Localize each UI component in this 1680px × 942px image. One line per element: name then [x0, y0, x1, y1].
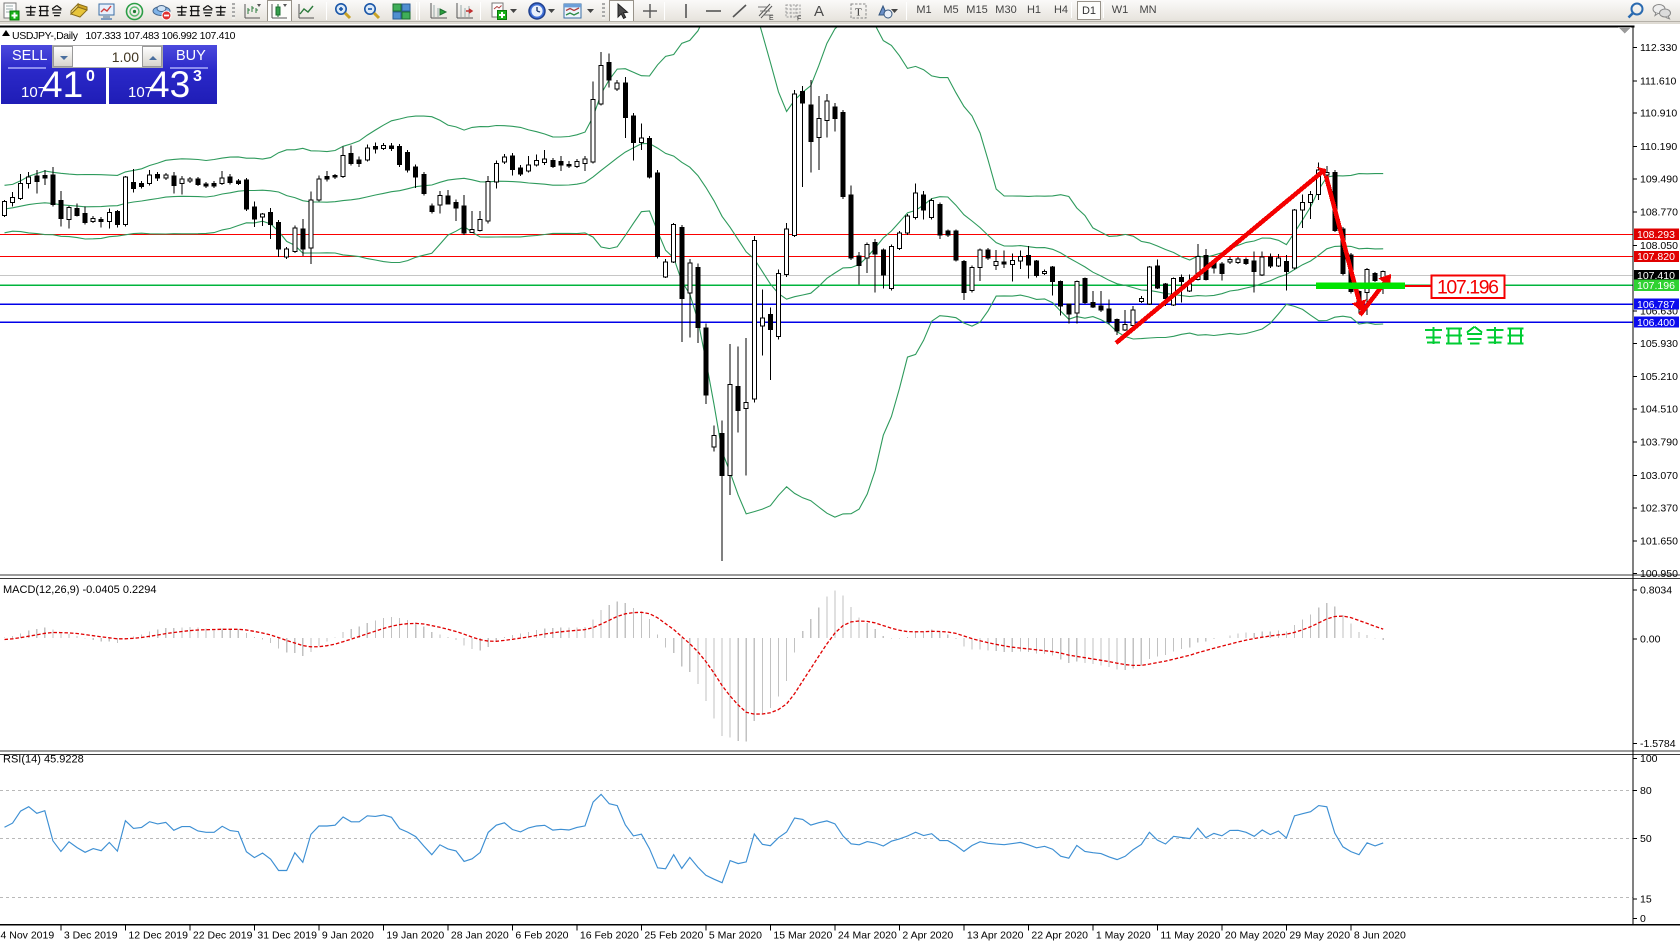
svg-text:-1.5784: -1.5784 — [1640, 738, 1676, 750]
svg-text:RSI(14) 45.9228: RSI(14) 45.9228 — [3, 754, 84, 766]
svg-text:106.787: 106.787 — [1637, 299, 1675, 311]
svg-text:101.650: 101.650 — [1640, 536, 1678, 548]
svg-text:100.950: 100.950 — [1640, 568, 1678, 580]
svg-text:105.930: 105.930 — [1640, 338, 1678, 350]
svg-text:5 Mar 2020: 5 Mar 2020 — [709, 930, 762, 942]
svg-text:3 Dec 2019: 3 Dec 2019 — [64, 930, 118, 942]
svg-text:100: 100 — [1640, 753, 1658, 765]
svg-text:108.050: 108.050 — [1640, 240, 1678, 252]
svg-text:112.330: 112.330 — [1640, 42, 1677, 54]
svg-text:8 Jun 2020: 8 Jun 2020 — [1354, 930, 1406, 942]
svg-text:22 Apr 2020: 22 Apr 2020 — [1031, 930, 1088, 942]
svg-text:13 Apr 2020: 13 Apr 2020 — [967, 930, 1024, 942]
svg-text:1 May 2020: 1 May 2020 — [1096, 930, 1151, 942]
svg-text:16 Feb 2020: 16 Feb 2020 — [580, 930, 639, 942]
svg-text:0.8034: 0.8034 — [1640, 585, 1672, 597]
svg-text:20 May 2020: 20 May 2020 — [1225, 930, 1286, 942]
svg-text:11 May 2020: 11 May 2020 — [1160, 930, 1220, 942]
svg-text:31 Dec 2019: 31 Dec 2019 — [257, 930, 317, 942]
svg-text:108.293: 108.293 — [1637, 229, 1675, 241]
svg-text:28 Jan 2020: 28 Jan 2020 — [451, 930, 509, 942]
svg-text:F: F — [797, 16, 801, 23]
svg-text:108.770: 108.770 — [1640, 207, 1678, 219]
svg-text:9 Jan 2020: 9 Jan 2020 — [322, 930, 374, 942]
svg-text:107.820: 107.820 — [1637, 251, 1675, 263]
svg-text:22 Dec 2019: 22 Dec 2019 — [193, 930, 253, 942]
svg-text:111.610: 111.610 — [1640, 75, 1677, 87]
svg-text:2 Apr 2020: 2 Apr 2020 — [902, 930, 953, 942]
svg-text:102.370: 102.370 — [1640, 502, 1678, 514]
svg-text:110.910: 110.910 — [1640, 108, 1677, 120]
svg-text:107.196: 107.196 — [1437, 277, 1499, 299]
svg-text:103.070: 103.070 — [1640, 470, 1678, 482]
svg-text:4 Nov 2019: 4 Nov 2019 — [1, 930, 55, 942]
svg-text:25 Feb 2020: 25 Feb 2020 — [644, 930, 703, 942]
svg-text:105.210: 105.210 — [1640, 371, 1678, 383]
svg-text:24 Mar 2020: 24 Mar 2020 — [838, 930, 897, 942]
svg-text:104.510: 104.510 — [1640, 403, 1678, 415]
svg-text:0.00: 0.00 — [1640, 634, 1661, 646]
svg-text:50: 50 — [1640, 833, 1652, 845]
svg-text:110.190: 110.190 — [1640, 141, 1677, 153]
svg-text:109.490: 109.490 — [1640, 173, 1678, 185]
svg-text:6 Feb 2020: 6 Feb 2020 — [515, 930, 568, 942]
svg-text:MACD(12,26,9) -0.0405 0.2294: MACD(12,26,9) -0.0405 0.2294 — [3, 584, 156, 596]
svg-text:106.400: 106.400 — [1637, 317, 1675, 329]
svg-text:19 Jan 2020: 19 Jan 2020 — [386, 930, 444, 942]
svg-text:107.410: 107.410 — [1637, 270, 1675, 282]
svg-text:103.790: 103.790 — [1640, 437, 1678, 449]
svg-text:15: 15 — [1640, 894, 1652, 906]
svg-text:107.196: 107.196 — [1637, 280, 1675, 292]
svg-text:15 Mar 2020: 15 Mar 2020 — [773, 930, 832, 942]
svg-text:E: E — [769, 15, 774, 22]
svg-text:29 May 2020: 29 May 2020 — [1289, 930, 1350, 942]
svg-text:12 Dec 2019: 12 Dec 2019 — [128, 930, 188, 942]
svg-text:80: 80 — [1640, 785, 1652, 797]
svg-text:0: 0 — [1640, 913, 1646, 925]
svg-text:T: T — [855, 7, 862, 19]
